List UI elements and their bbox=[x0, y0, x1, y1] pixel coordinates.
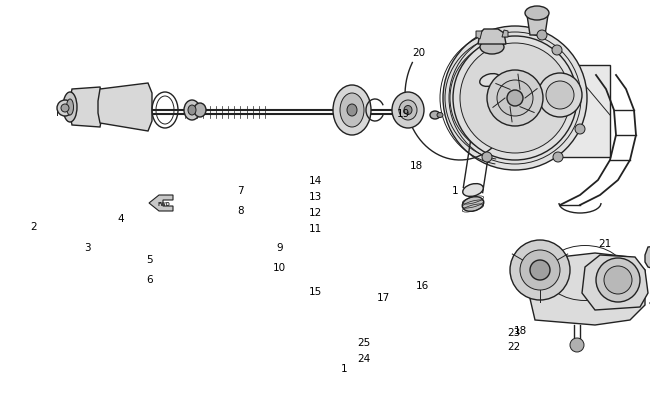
Text: 9: 9 bbox=[276, 242, 283, 252]
Ellipse shape bbox=[399, 101, 417, 121]
Circle shape bbox=[530, 260, 550, 280]
Ellipse shape bbox=[333, 86, 371, 136]
Text: 19: 19 bbox=[396, 109, 410, 118]
Circle shape bbox=[487, 71, 543, 127]
Ellipse shape bbox=[63, 93, 77, 123]
Circle shape bbox=[61, 105, 69, 113]
Text: 14: 14 bbox=[309, 175, 322, 185]
Text: 11: 11 bbox=[309, 224, 322, 234]
Text: 17: 17 bbox=[377, 293, 390, 303]
Polygon shape bbox=[528, 254, 645, 325]
Text: 25: 25 bbox=[358, 337, 370, 347]
Circle shape bbox=[546, 82, 574, 110]
Text: 6: 6 bbox=[146, 275, 153, 284]
Circle shape bbox=[482, 153, 492, 162]
Circle shape bbox=[604, 266, 632, 294]
Text: 13: 13 bbox=[309, 192, 322, 201]
Text: 20: 20 bbox=[413, 48, 426, 58]
Text: 18: 18 bbox=[514, 325, 526, 335]
Polygon shape bbox=[476, 32, 482, 40]
Polygon shape bbox=[582, 256, 648, 310]
Ellipse shape bbox=[525, 7, 549, 21]
Ellipse shape bbox=[437, 113, 443, 118]
Circle shape bbox=[537, 31, 547, 41]
Ellipse shape bbox=[347, 105, 357, 117]
Text: 18: 18 bbox=[410, 161, 422, 171]
Circle shape bbox=[507, 91, 523, 107]
Text: 21: 21 bbox=[598, 238, 611, 248]
Ellipse shape bbox=[66, 100, 73, 116]
Ellipse shape bbox=[392, 93, 424, 129]
Ellipse shape bbox=[194, 104, 206, 118]
Text: 15: 15 bbox=[309, 287, 322, 296]
Text: 7: 7 bbox=[237, 185, 244, 195]
Circle shape bbox=[443, 27, 587, 171]
Circle shape bbox=[485, 39, 495, 49]
Circle shape bbox=[538, 74, 582, 118]
Polygon shape bbox=[478, 30, 506, 45]
Text: 22: 22 bbox=[507, 341, 520, 351]
Ellipse shape bbox=[184, 101, 200, 121]
Text: 4: 4 bbox=[117, 214, 124, 224]
Circle shape bbox=[552, 46, 562, 56]
Circle shape bbox=[453, 37, 577, 161]
Text: 24: 24 bbox=[358, 354, 370, 363]
Circle shape bbox=[520, 250, 560, 290]
Circle shape bbox=[460, 44, 570, 153]
Ellipse shape bbox=[463, 184, 483, 197]
Text: 16: 16 bbox=[416, 281, 429, 290]
Circle shape bbox=[570, 338, 584, 352]
Polygon shape bbox=[527, 16, 548, 36]
Circle shape bbox=[553, 153, 563, 162]
Polygon shape bbox=[502, 31, 508, 38]
Circle shape bbox=[57, 101, 73, 117]
Polygon shape bbox=[70, 88, 102, 128]
Polygon shape bbox=[98, 84, 152, 132]
Polygon shape bbox=[645, 245, 650, 273]
Text: 8: 8 bbox=[237, 206, 244, 215]
Ellipse shape bbox=[404, 106, 412, 115]
Text: 1: 1 bbox=[341, 364, 348, 373]
Text: 1: 1 bbox=[452, 185, 458, 195]
Text: 5: 5 bbox=[146, 254, 153, 264]
Ellipse shape bbox=[188, 106, 196, 116]
Ellipse shape bbox=[430, 112, 440, 120]
Ellipse shape bbox=[480, 41, 504, 55]
Polygon shape bbox=[149, 196, 173, 211]
Circle shape bbox=[510, 241, 570, 300]
Polygon shape bbox=[490, 66, 610, 158]
Circle shape bbox=[596, 258, 640, 302]
Text: 12: 12 bbox=[309, 208, 322, 217]
Ellipse shape bbox=[462, 197, 484, 212]
Circle shape bbox=[497, 81, 533, 117]
Circle shape bbox=[575, 125, 585, 135]
Text: 23: 23 bbox=[507, 327, 520, 337]
Text: 10: 10 bbox=[273, 262, 286, 272]
Text: 3: 3 bbox=[84, 242, 91, 252]
Ellipse shape bbox=[340, 94, 364, 128]
Ellipse shape bbox=[480, 75, 500, 87]
Text: 2: 2 bbox=[31, 222, 37, 232]
Text: FWD: FWD bbox=[157, 202, 170, 207]
